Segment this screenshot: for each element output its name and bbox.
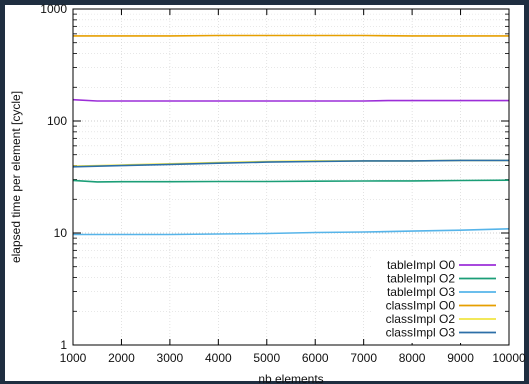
axes: 1 10 100 1000 1000 2000 3000 4000 5000 6000 7000 80…: [40, 2, 526, 365]
legend-box: [372, 256, 505, 343]
x-tick-label: 8000: [399, 351, 426, 365]
y-tick-label: 10: [54, 226, 68, 240]
y-tick-label: 100: [47, 114, 67, 128]
legend-label-0: tableImpl O0: [387, 258, 455, 272]
legend-label-1: tableImpl O2: [387, 272, 455, 286]
y-tick-label: 1000: [40, 2, 67, 16]
legend-label-4: classImpl O2: [386, 312, 456, 326]
x-tick-label: 2000: [108, 351, 135, 365]
y-axis-title: elapsed time per element [cycle]: [9, 91, 23, 263]
x-tick-label: 5000: [253, 351, 280, 365]
x-tick-label: 1000: [60, 351, 87, 365]
series-line-1: [72, 179, 510, 183]
series-lines: [72, 34, 510, 236]
x-tick-label: 7000: [350, 351, 377, 365]
series-line-2: [73, 228, 510, 236]
series-line-5: [72, 159, 509, 168]
x-tick-label: 10000: [492, 351, 526, 365]
plot-border: [72, 8, 510, 346]
x-axis-title: nb elements: [258, 372, 323, 384]
legend-label-5: classImpl O3: [386, 326, 456, 340]
series-line-0: [72, 98, 509, 102]
legend-label-3: classImpl O0: [386, 299, 456, 313]
x-tick-label: 6000: [302, 351, 329, 365]
x-tick-label: 9000: [447, 351, 474, 365]
x-tick-label: 4000: [205, 351, 232, 365]
x-tick-label: 3000: [157, 351, 184, 365]
legend-label-2: tableImpl O3: [387, 285, 455, 299]
y-tick-label: 1: [60, 338, 67, 352]
